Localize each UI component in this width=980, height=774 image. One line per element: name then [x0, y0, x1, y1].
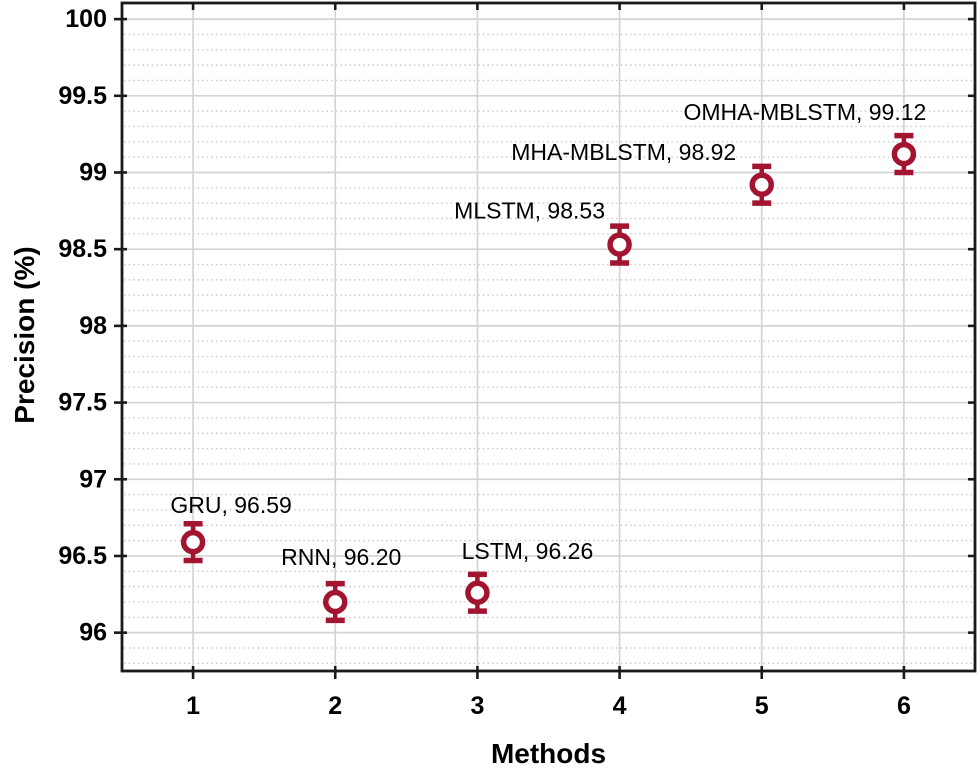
major-horizontal-gridlines [122, 18, 975, 634]
x-tick-labels: 1 2 3 4 5 6 [186, 692, 911, 720]
x-tick-label: 4 [613, 692, 627, 720]
x-tick-label: 1 [186, 692, 200, 720]
minor-gridlines [124, 33, 974, 665]
point-label: LSTM, 96.26 [462, 538, 594, 564]
y-tick-label: 97 [79, 465, 107, 493]
y-tick-label: 96 [79, 619, 107, 647]
y-tick-label: 98.5 [58, 235, 107, 263]
x-tick-label: 6 [897, 692, 911, 720]
data-point-lstm: LSTM, 96.26 [462, 538, 594, 614]
marker-circle-icon [180, 529, 206, 555]
data-point-rnn: RNN, 96.20 [281, 544, 401, 624]
y-tick-labels: 96 96.5 97 97.5 98 98.5 99 99.5 100 [58, 5, 107, 647]
x-tick-label: 5 [755, 692, 769, 720]
point-label: MHA-MBLSTM, 98.92 [511, 139, 736, 165]
point-label: OMHA-MBLSTM, 99.12 [683, 99, 926, 125]
y-tick-label: 96.5 [58, 542, 107, 570]
point-label: RNN, 96.20 [281, 544, 401, 570]
marker-circle-icon [465, 580, 490, 606]
x-tick-label: 2 [328, 692, 342, 720]
data-point-omha-mblstm: OMHA-MBLSTM, 99.12 [683, 99, 926, 176]
data-series: GRU, 96.59 RNN, 96.20 LSTM, 96.26 MLSTM, 98… [170, 99, 926, 624]
y-tick-label: 100 [65, 5, 107, 33]
point-label: GRU, 96.59 [170, 492, 291, 518]
x-axis-label: Methods [490, 738, 607, 769]
x-tick-label: 3 [470, 692, 484, 720]
data-point-mha-mblstm: MHA-MBLSTM, 98.92 [511, 139, 774, 206]
marker-circle-icon [607, 232, 632, 257]
plot-border [120, 1, 977, 673]
marker-circle-icon [891, 141, 917, 167]
data-point-mlstm: MLSTM, 98.53 [454, 198, 632, 266]
y-tick-label: 99 [79, 158, 107, 186]
y-tick-label: 97.5 [58, 389, 107, 417]
data-point-gru: GRU, 96.59 [170, 492, 292, 564]
y-tick-label: 98 [79, 312, 107, 340]
marker-circle-icon [749, 172, 774, 198]
point-label: MLSTM, 98.53 [454, 198, 605, 224]
marker-circle-icon [323, 589, 348, 615]
y-axis-label: Precision (%) [9, 246, 40, 424]
y-tick-label: 99.5 [58, 82, 107, 110]
